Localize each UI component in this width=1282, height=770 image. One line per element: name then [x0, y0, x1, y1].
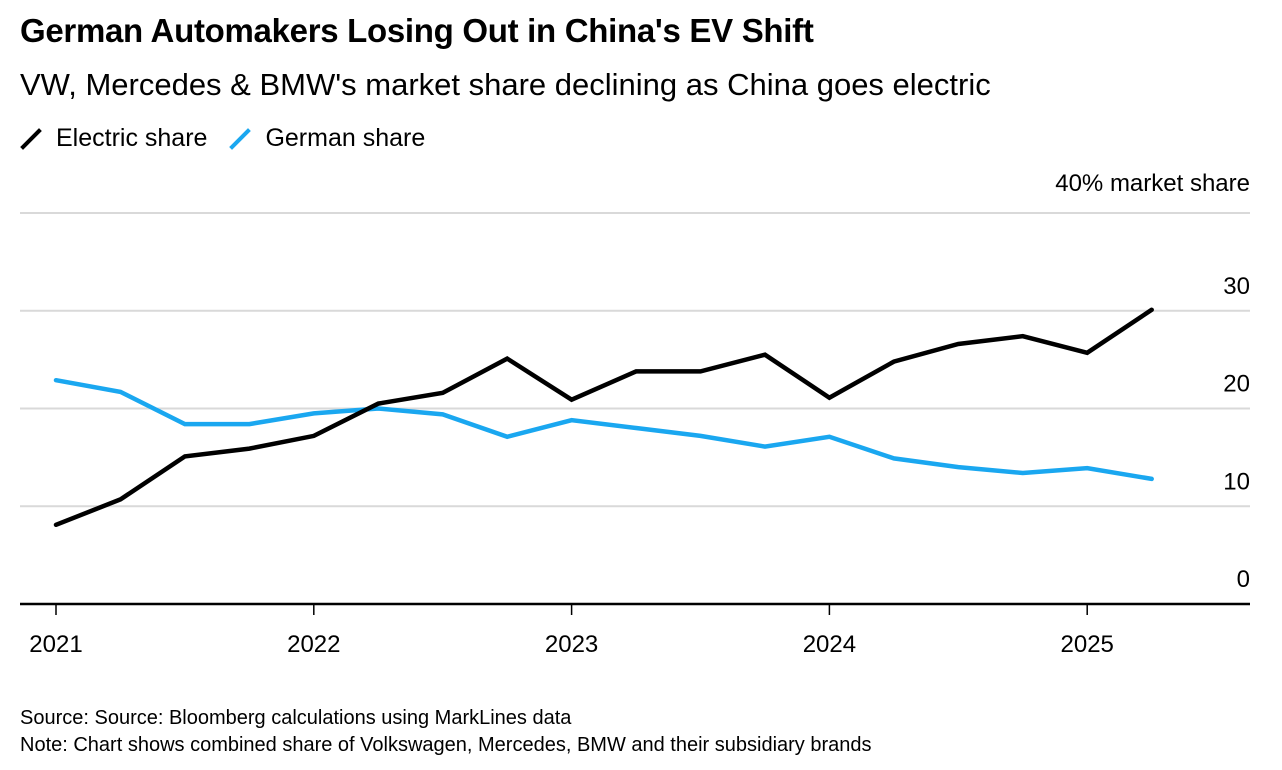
legend-item-electric-share: Electric share [20, 124, 207, 153]
y-axis-ticks: 10 20 30 0 [1223, 273, 1250, 593]
footer: Source: Source: Bloomberg calculations u… [20, 705, 872, 759]
legend-item-german-share: German share [229, 124, 425, 153]
legend-label: Electric share [56, 124, 208, 152]
x-tick-label: 2021 [29, 631, 82, 658]
x-tick-label: 2022 [287, 631, 340, 658]
x-tick-label: 2025 [1061, 631, 1114, 658]
chart-title: German Automakers Losing Out in China's … [20, 12, 814, 49]
chart-note: Note: Chart shows combined share of Volk… [20, 734, 872, 756]
source-note: Source: Source: Bloomberg calculations u… [20, 707, 572, 729]
chart-subtitle: VW, Mercedes & BMW's market share declin… [20, 67, 991, 102]
legend-swatch-electric-icon [20, 127, 42, 150]
x-tick-label: 2023 [545, 631, 598, 658]
legend-swatch-german-icon [229, 127, 252, 150]
legend: Electric share German share [20, 124, 447, 153]
gridlines [20, 212, 1250, 508]
legend-label: German share [265, 124, 426, 152]
y-tick-label: 10 [1223, 468, 1250, 495]
y-tick-label: 0 [1237, 566, 1250, 593]
y-axis-unit-label: 40% market share [1055, 170, 1250, 197]
series-lines [53, 307, 1154, 528]
x-axis: 2021 2022 2023 2024 2025 [20, 602, 1250, 658]
series-line-electric-share [53, 307, 1154, 528]
series-line-german-share [53, 377, 1154, 482]
y-tick-label: 30 [1223, 273, 1250, 300]
y-tick-label: 20 [1223, 371, 1250, 398]
x-tick-label: 2024 [803, 631, 856, 658]
